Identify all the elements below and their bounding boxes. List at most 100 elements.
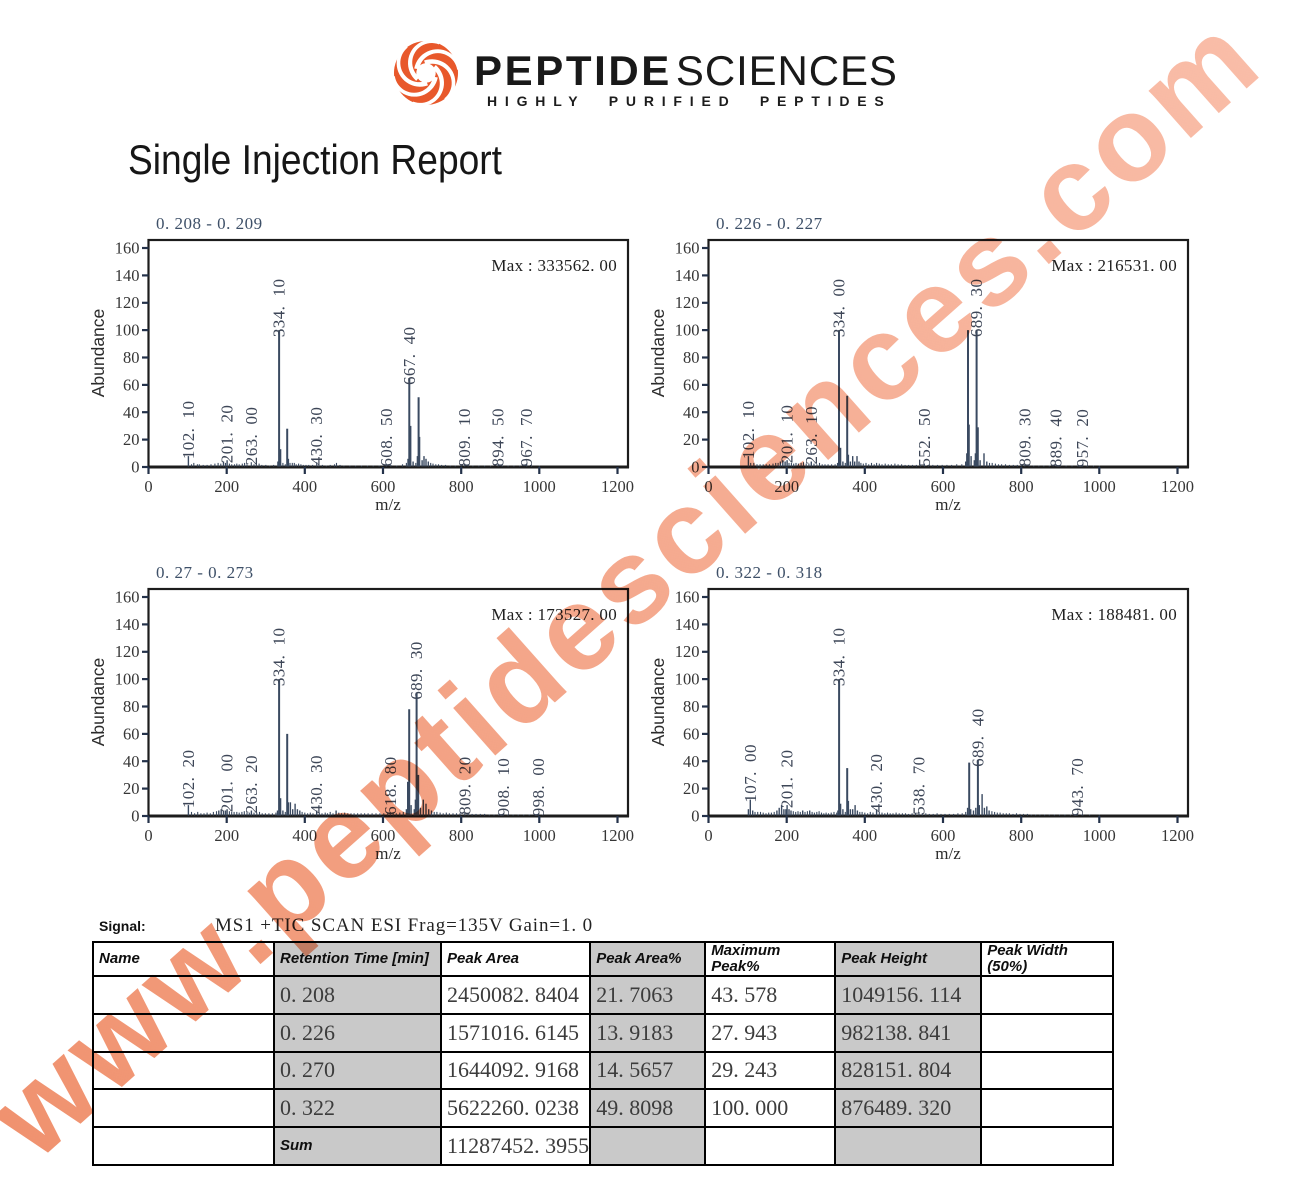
svg-text:943. 70: 943. 70 <box>1068 758 1087 816</box>
svg-text:334. 10: 334. 10 <box>830 628 849 686</box>
svg-text:908. 10: 908. 10 <box>494 758 513 816</box>
svg-text:102. 20: 102. 20 <box>179 750 198 808</box>
svg-text:40: 40 <box>683 752 700 771</box>
svg-text:689. 30: 689. 30 <box>407 641 426 699</box>
svg-text:140: 140 <box>675 615 700 634</box>
svg-text:40: 40 <box>683 403 700 422</box>
svg-text:Abundance: Abundance <box>648 658 668 747</box>
svg-text:201. 20: 201. 20 <box>218 405 237 463</box>
svg-text:430. 30: 430. 30 <box>307 407 326 465</box>
svg-text:0. 27 - 0. 273: 0. 27 - 0. 273 <box>156 563 254 582</box>
svg-text:120: 120 <box>115 642 140 661</box>
svg-text:140: 140 <box>115 266 140 285</box>
svg-text:600: 600 <box>371 477 396 496</box>
svg-text:120: 120 <box>115 293 140 312</box>
svg-text:Abundance: Abundance <box>88 658 108 747</box>
svg-text:1000: 1000 <box>1083 826 1116 845</box>
svg-text:60: 60 <box>123 375 140 394</box>
svg-text:Max : 173527. 00: Max : 173527. 00 <box>491 605 617 624</box>
svg-text:Max : 333562. 00: Max : 333562. 00 <box>491 256 617 275</box>
svg-text:800: 800 <box>449 826 474 845</box>
svg-text:809. 20: 809. 20 <box>455 756 474 814</box>
svg-text:400: 400 <box>852 826 877 845</box>
svg-text:400: 400 <box>292 477 317 496</box>
svg-text:200: 200 <box>774 477 799 496</box>
svg-text:0. 322 - 0. 318: 0. 322 - 0. 318 <box>716 563 823 582</box>
svg-text:538. 70: 538. 70 <box>910 756 929 814</box>
svg-text:60: 60 <box>683 724 700 743</box>
svg-text:334. 10: 334. 10 <box>270 279 289 337</box>
svg-text:0: 0 <box>131 807 139 826</box>
svg-text:0. 226 - 0. 227: 0. 226 - 0. 227 <box>716 214 823 233</box>
svg-text:m/z: m/z <box>935 495 961 514</box>
svg-text:40: 40 <box>123 752 140 771</box>
svg-text:689. 40: 689. 40 <box>968 708 987 766</box>
svg-text:430. 30: 430. 30 <box>307 755 326 813</box>
svg-text:600: 600 <box>931 826 956 845</box>
svg-text:957. 20: 957. 20 <box>1073 409 1092 467</box>
svg-text:200: 200 <box>214 826 239 845</box>
svg-text:809. 30: 809. 30 <box>1015 408 1034 466</box>
svg-text:334. 10: 334. 10 <box>270 628 289 686</box>
svg-text:160: 160 <box>115 588 140 607</box>
svg-text:0. 208 - 0. 209: 0. 208 - 0. 209 <box>156 214 263 233</box>
svg-text:Abundance: Abundance <box>648 309 668 398</box>
svg-text:200: 200 <box>774 826 799 845</box>
svg-text:40: 40 <box>123 403 140 422</box>
svg-text:80: 80 <box>683 697 700 716</box>
svg-text:m/z: m/z <box>935 844 961 863</box>
svg-text:m/z: m/z <box>375 495 401 514</box>
svg-text:80: 80 <box>683 348 700 367</box>
svg-text:102. 10: 102. 10 <box>739 401 758 459</box>
svg-text:894. 50: 894. 50 <box>489 408 508 466</box>
svg-text:800: 800 <box>1009 826 1034 845</box>
svg-text:60: 60 <box>123 724 140 743</box>
svg-text:0: 0 <box>704 477 712 496</box>
svg-text:998. 00: 998. 00 <box>529 758 548 816</box>
svg-text:0: 0 <box>131 458 139 477</box>
svg-text:0: 0 <box>144 477 152 496</box>
svg-text:m/z: m/z <box>375 844 401 863</box>
svg-text:160: 160 <box>675 239 700 258</box>
svg-text:60: 60 <box>683 375 700 394</box>
svg-text:263. 00: 263. 00 <box>242 407 261 465</box>
svg-text:1000: 1000 <box>523 826 556 845</box>
svg-text:102. 10: 102. 10 <box>179 401 198 459</box>
svg-text:400: 400 <box>292 826 317 845</box>
svg-text:1200: 1200 <box>1161 826 1194 845</box>
svg-text:809. 10: 809. 10 <box>455 408 474 466</box>
svg-text:201. 10: 201. 10 <box>778 405 797 463</box>
svg-text:140: 140 <box>115 615 140 634</box>
svg-text:201. 20: 201. 20 <box>778 750 797 808</box>
svg-text:600: 600 <box>931 477 956 496</box>
svg-text:200: 200 <box>214 477 239 496</box>
svg-text:100: 100 <box>115 670 140 689</box>
svg-text:20: 20 <box>123 779 140 798</box>
svg-text:201. 00: 201. 00 <box>218 754 237 812</box>
svg-text:618. 80: 618. 80 <box>381 756 400 814</box>
svg-text:0: 0 <box>691 807 699 826</box>
svg-text:552. 50: 552. 50 <box>915 408 934 466</box>
svg-text:140: 140 <box>675 266 700 285</box>
svg-text:1200: 1200 <box>601 826 634 845</box>
svg-text:608. 50: 608. 50 <box>377 408 396 466</box>
svg-text:800: 800 <box>449 477 474 496</box>
svg-text:1200: 1200 <box>601 477 634 496</box>
svg-text:689. 30: 689. 30 <box>967 279 986 337</box>
svg-text:600: 600 <box>371 826 396 845</box>
svg-text:334. 00: 334. 00 <box>830 279 849 337</box>
svg-text:Max : 216531. 00: Max : 216531. 00 <box>1051 256 1177 275</box>
svg-text:Abundance: Abundance <box>88 309 108 398</box>
svg-text:20: 20 <box>683 779 700 798</box>
svg-text:20: 20 <box>683 430 700 449</box>
svg-text:263. 20: 263. 20 <box>242 755 261 813</box>
svg-text:0: 0 <box>704 826 712 845</box>
svg-text:0: 0 <box>144 826 152 845</box>
svg-text:667. 40: 667. 40 <box>400 327 419 385</box>
svg-text:100: 100 <box>675 670 700 689</box>
svg-text:0: 0 <box>691 458 699 477</box>
svg-text:120: 120 <box>675 293 700 312</box>
svg-text:160: 160 <box>115 239 140 258</box>
svg-text:107. 00: 107. 00 <box>741 744 760 802</box>
svg-text:430. 20: 430. 20 <box>867 754 886 812</box>
